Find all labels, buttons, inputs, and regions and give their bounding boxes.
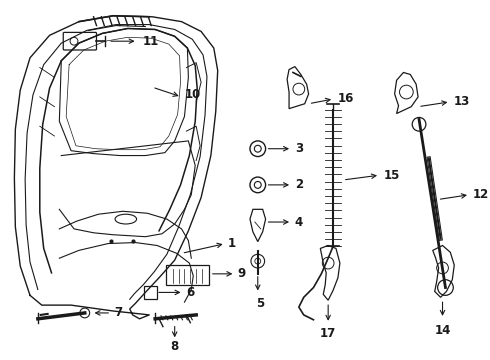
Text: 6: 6 [186, 286, 195, 299]
Text: 17: 17 [320, 327, 336, 340]
Text: 15: 15 [384, 168, 400, 181]
Text: 14: 14 [434, 324, 451, 337]
Text: 1: 1 [227, 237, 236, 250]
Text: 12: 12 [473, 188, 489, 201]
Text: 8: 8 [171, 340, 179, 353]
Text: 5: 5 [256, 297, 264, 310]
Text: 10: 10 [184, 89, 201, 102]
Text: 2: 2 [295, 179, 303, 192]
Text: 7: 7 [114, 306, 122, 319]
Text: 9: 9 [237, 267, 245, 280]
Text: 16: 16 [338, 93, 354, 105]
Text: 4: 4 [295, 216, 303, 229]
Text: 13: 13 [453, 95, 469, 108]
Text: 3: 3 [295, 142, 303, 155]
Text: 11: 11 [143, 35, 159, 48]
